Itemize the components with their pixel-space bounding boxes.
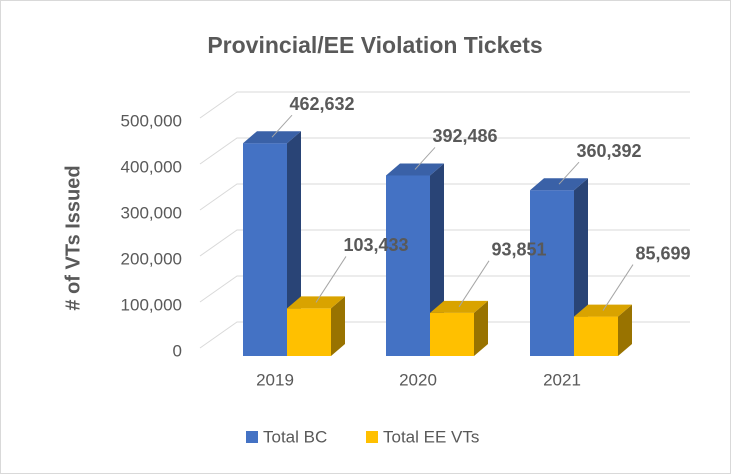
legend-label: Total EE VTs bbox=[383, 427, 479, 446]
bar-side bbox=[331, 296, 345, 356]
x-tick-label: 2019 bbox=[256, 370, 294, 389]
leader-line bbox=[271, 114, 293, 138]
leader-line bbox=[558, 161, 580, 185]
bar bbox=[287, 308, 331, 356]
y-tick-label: 0 bbox=[173, 341, 182, 360]
bar-side bbox=[474, 300, 488, 356]
grid-line bbox=[199, 91, 690, 119]
data-label: 392,486 bbox=[432, 126, 497, 146]
data-label: 103,433 bbox=[343, 235, 408, 255]
leader-line bbox=[414, 147, 436, 170]
legend-swatch bbox=[246, 431, 258, 443]
data-label: 462,632 bbox=[289, 94, 354, 114]
bar bbox=[574, 316, 618, 356]
bar bbox=[243, 143, 287, 356]
bar bbox=[430, 312, 474, 356]
y-tick-label: 200,000 bbox=[121, 249, 182, 268]
y-axis-label: # of VTs Issued bbox=[62, 165, 84, 310]
chart-title: Provincial/EE Violation Tickets bbox=[207, 32, 542, 58]
data-label: 85,699 bbox=[635, 243, 690, 263]
x-tick-label: 2020 bbox=[399, 370, 437, 389]
bar bbox=[386, 175, 430, 356]
leader-line bbox=[602, 264, 634, 311]
x-tick-label: 2021 bbox=[543, 370, 581, 389]
bar bbox=[530, 190, 574, 356]
y-tick-label: 400,000 bbox=[121, 157, 182, 176]
grid-line bbox=[199, 137, 690, 165]
y-tick-label: 100,000 bbox=[121, 295, 182, 314]
bar-side bbox=[618, 304, 632, 356]
legend-label: Total BC bbox=[263, 427, 327, 446]
legend-swatch bbox=[366, 431, 378, 443]
data-label: 360,392 bbox=[576, 141, 641, 161]
data-label: 93,851 bbox=[491, 240, 546, 260]
leader-line bbox=[315, 256, 347, 303]
y-tick-label: 500,000 bbox=[121, 111, 182, 130]
y-tick-label: 300,000 bbox=[121, 203, 182, 222]
leader-line bbox=[458, 260, 490, 308]
